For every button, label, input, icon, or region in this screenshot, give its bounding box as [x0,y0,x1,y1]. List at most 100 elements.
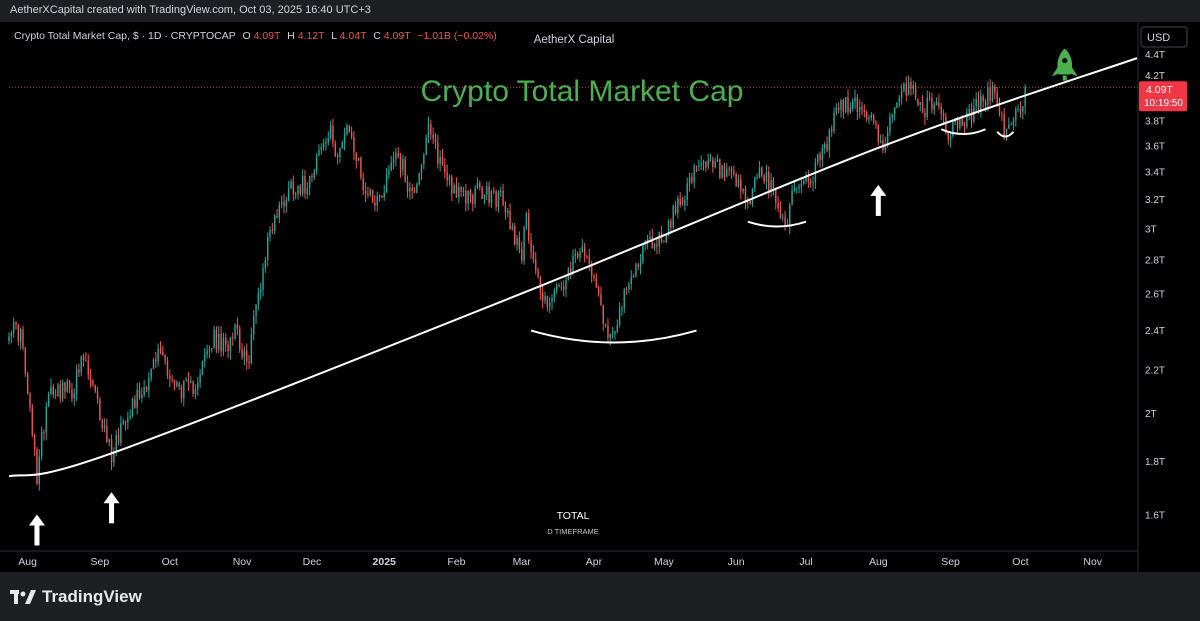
candle-body [719,159,721,178]
candle-body [984,101,987,106]
price-tick-label: 2.6T [1145,289,1165,300]
candle-body [110,439,113,463]
candle-body [611,333,614,335]
candle-body [364,190,367,195]
candle-body [362,177,364,191]
candle-body [625,289,628,291]
candle-body [164,354,166,361]
candle-body [644,244,646,245]
candle-body [737,179,740,187]
candle-body [968,109,970,113]
candle-body [402,158,404,170]
candle-body [43,432,45,433]
candle-body [709,159,712,161]
candle-body [458,186,460,198]
candle-body [607,325,609,339]
time-tick-label: Sep [941,556,960,568]
candle-body [294,194,297,196]
usd-button-frame[interactable] [1140,26,1188,48]
price-tick-label: 1.8T [1145,457,1165,468]
usd-currency-button[interactable]: USD [1140,26,1188,48]
candle-body [199,374,201,383]
price-axis[interactable]: 4.4T 4.2T 3.8T 3.6T 3.4T 3.2T 3T 2.8T 2.6T 2.4T 2.… [1137,22,1165,572]
candle-body [991,86,994,101]
candle-body [833,112,835,132]
candle-body [700,163,702,166]
candle-body [507,210,509,213]
candle-body [544,296,546,301]
candle-body [602,305,605,324]
time-tick-label: Oct [1012,556,1028,568]
candle-body [455,185,458,198]
price-tick-label: 3.8T [1145,117,1165,128]
candle-body [29,393,31,408]
bar-countdown: 10:19:50 [1144,98,1183,109]
candle-body [548,302,551,307]
candle-body [201,360,204,375]
candle-body [555,285,558,291]
legend-line: Crypto Total Market Cap, $ · 1D · CRYPTO… [14,30,497,42]
price-chart[interactable]: 4.4T 4.2T 3.8T 3.6T 3.4T 3.2T 3T 2.8T 2.6T 2.4T 2.… [0,22,1200,572]
candle-body [271,229,274,231]
candle-body [868,117,870,120]
candle-body [830,129,833,132]
rounded-bottom-arc [940,128,986,136]
candle-body [262,268,264,290]
legend-h-label: H [287,30,295,42]
candle-body [826,144,828,151]
candle-body [546,296,549,307]
candle-body [597,287,600,295]
candle-body [157,349,159,362]
candle-body [886,131,889,145]
candle-body [858,106,861,112]
candle-body [679,198,681,205]
candle-body [1005,128,1008,136]
candle-body [674,205,677,214]
candle-body [870,114,873,118]
time-axis[interactable]: Aug Sep Oct Nov Dec 2025 Feb Mar Apr May Jun Jul Aug… [0,550,1138,568]
candle-body [670,221,672,228]
candle-body [765,171,768,182]
candle-body [434,138,437,143]
usd-label[interactable]: USD [1147,32,1170,44]
candle-body [208,349,211,351]
candle-body [576,253,579,258]
candle-body [47,394,50,407]
legend-change: −1.01B (−0.02%) [417,30,496,42]
candle-body [865,112,868,120]
candle-body [926,97,928,118]
candle-body [527,213,530,241]
candle-body [493,191,495,192]
candle-body [565,279,567,290]
time-tick-label: May [654,556,675,568]
candle-body [777,202,779,209]
candle-body [574,253,577,256]
candle-body [134,399,136,408]
legend-symbol: Crypto Total Market Cap, $ · 1D · CRYPTO… [14,30,236,42]
candle-body [537,270,539,278]
candle-body [311,175,313,178]
candle-body [837,107,840,111]
candle-body [250,334,253,363]
candle-body [942,113,945,117]
candle-body [751,188,754,204]
candle-body [248,361,250,363]
candle-body [150,368,152,379]
candle-body [966,112,968,127]
price-tick-label: 3T [1145,224,1157,235]
candle-body [905,83,907,96]
candle-body [821,148,824,161]
candle-body [688,177,691,184]
candle-body [775,188,777,203]
time-tick-label: Nov [233,556,252,568]
candle-body [227,344,229,352]
tradingview-logo[interactable]: TradingView [10,586,142,608]
chart-area[interactable]: 4.4T 4.2T 3.8T 3.6T 3.4T 3.2T 3T 2.8T 2.6T 2.4T 2.… [0,22,1200,572]
candle-body [222,337,225,352]
candle-body [52,386,55,395]
candle-body [628,284,630,290]
rocket-icon [1051,48,1078,81]
candle-body [78,369,80,373]
candle-body [604,323,607,326]
legend-c-value: 4.09T [384,30,411,42]
